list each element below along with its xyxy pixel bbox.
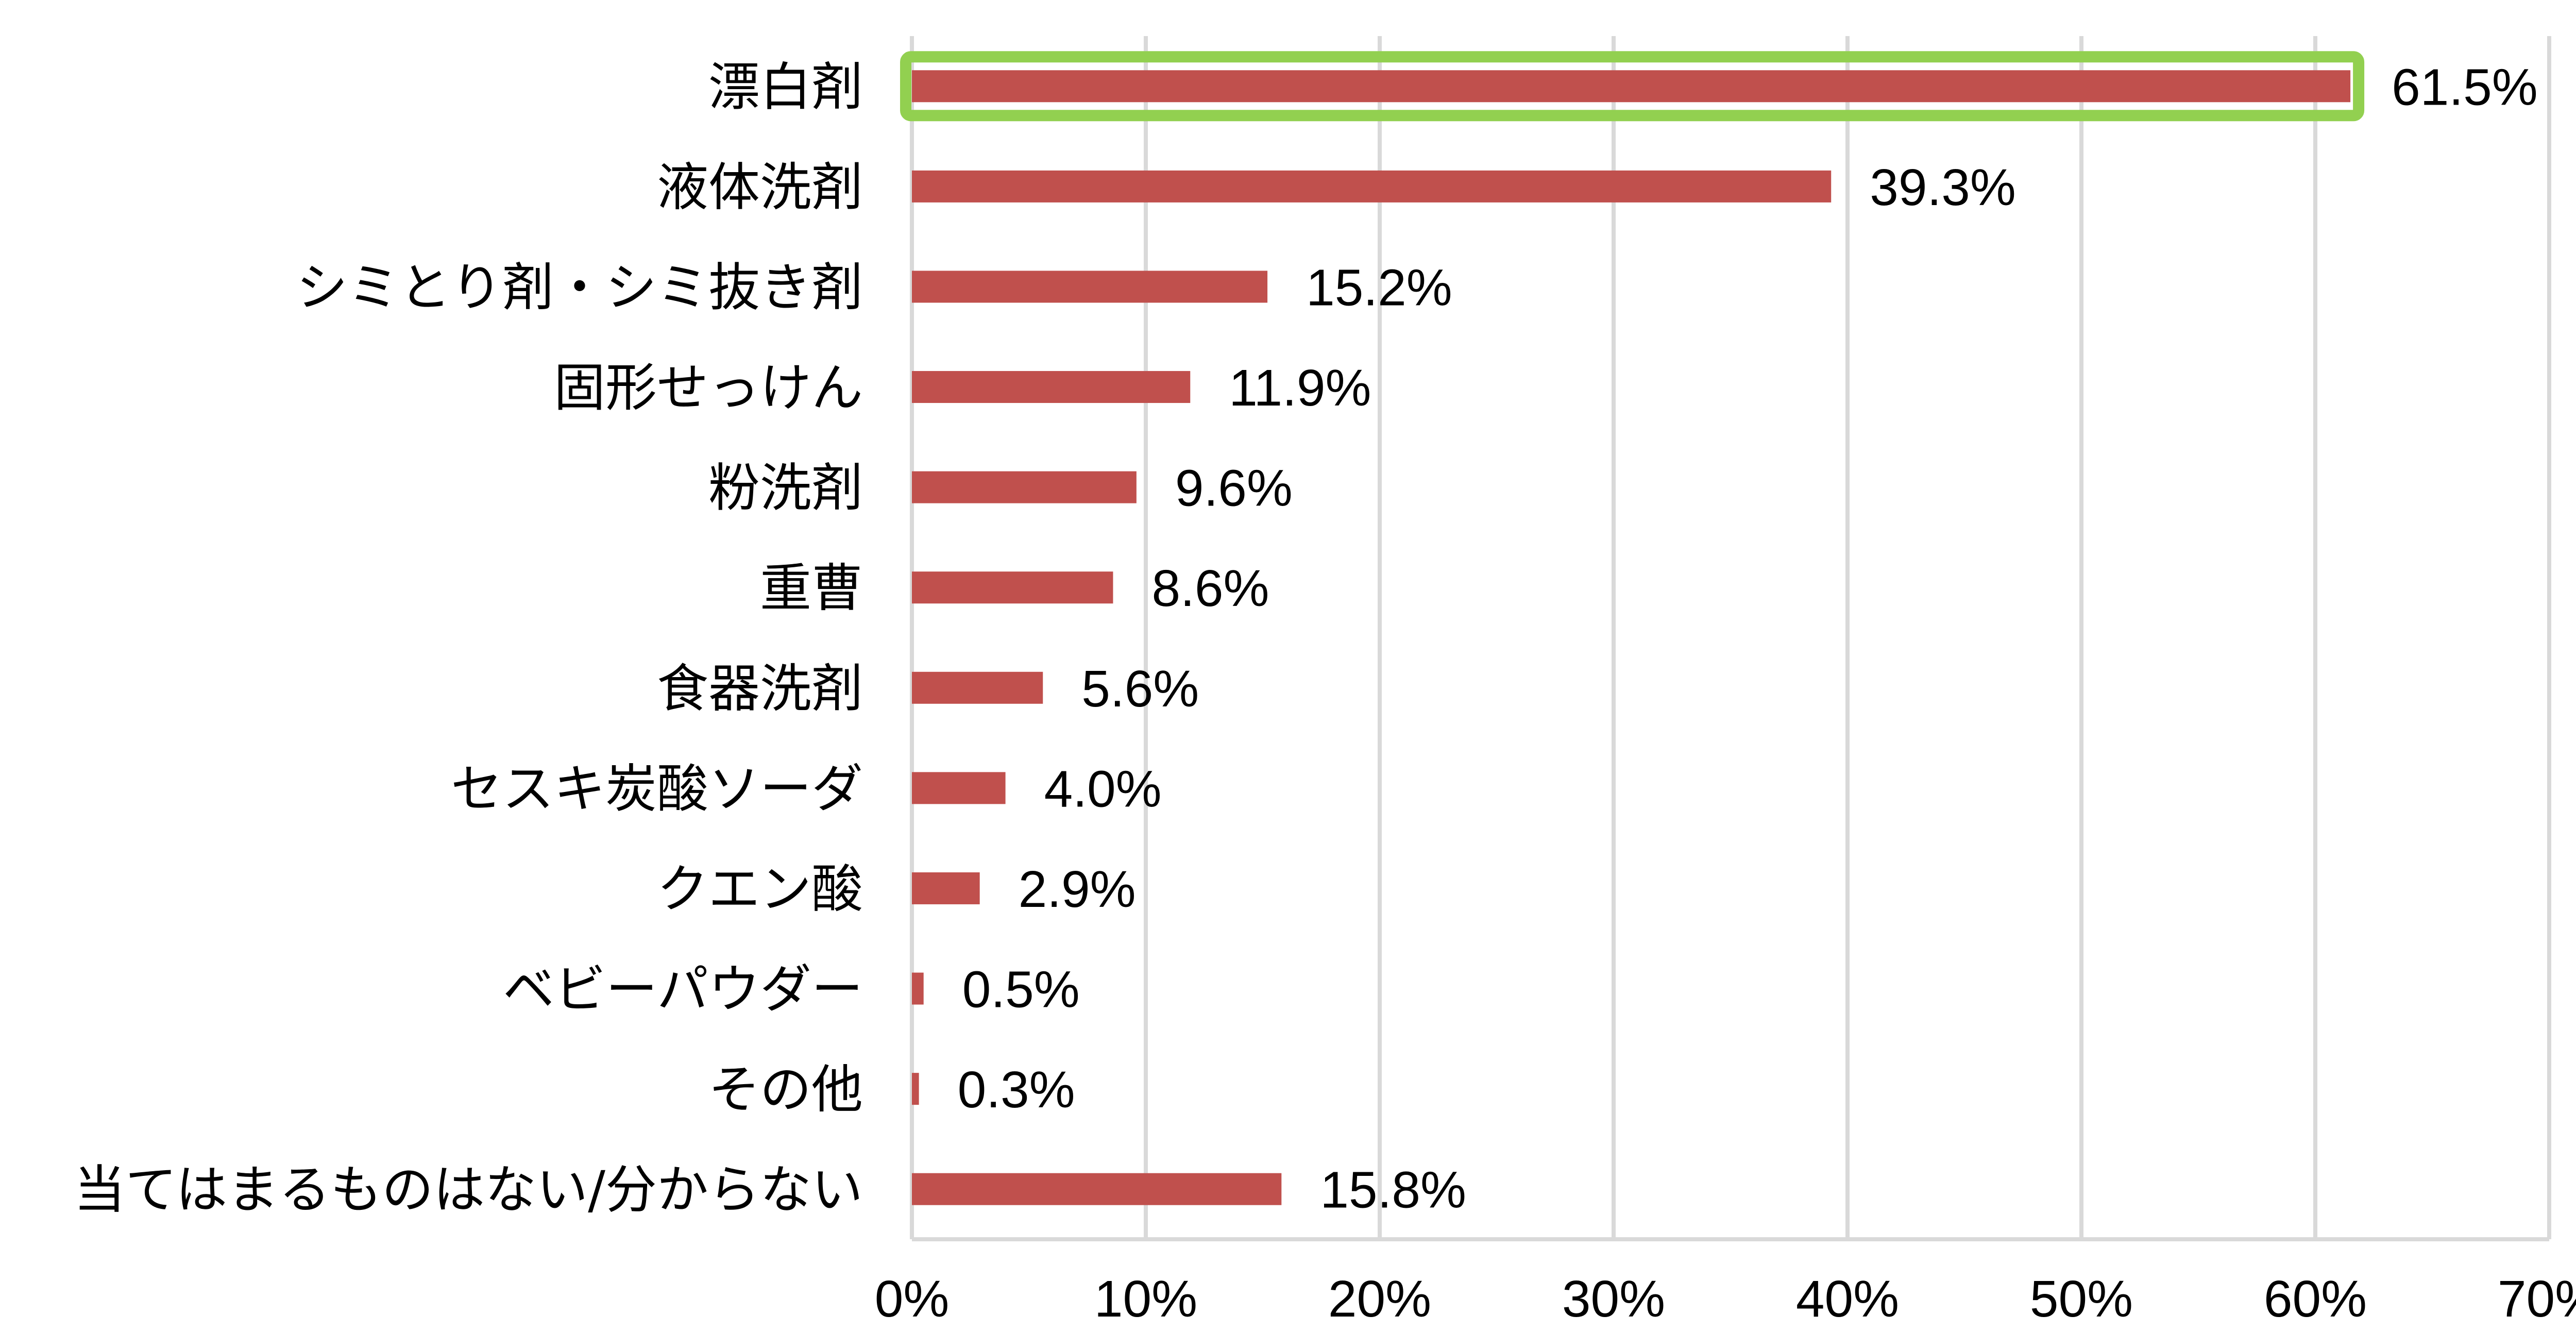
category-label: ベビーパウダー <box>503 959 863 1020</box>
value-label: 15.8% <box>1320 1161 1466 1219</box>
category-label: セスキ炭酸ソーダ <box>451 758 863 819</box>
bar <box>912 70 2351 103</box>
value-label: 5.6% <box>1081 660 1199 718</box>
category-label: 固形せっけん <box>554 358 863 418</box>
category-label: 食器洗剤 <box>657 659 863 719</box>
value-label: 9.6% <box>1175 460 1293 517</box>
gridlines <box>910 36 2551 1241</box>
bar <box>912 471 1137 503</box>
bars <box>900 51 2365 1205</box>
category-labels: 漂白剤液体洗剤シミとり剤・シミ抜き剤固形せっけん粉洗剤重曹食器洗剤セスキ炭酸ソー… <box>74 57 863 1220</box>
value-label: 0.3% <box>958 1061 1075 1119</box>
value-label: 61.5% <box>2392 58 2538 116</box>
category-label: 粉洗剤 <box>708 458 863 518</box>
bar <box>912 972 924 1005</box>
highlight-outline <box>900 51 2365 122</box>
category-label: 重曹 <box>760 558 863 618</box>
bar <box>912 271 1268 303</box>
x-tick-label: 20% <box>1328 1270 1431 1328</box>
bar <box>912 671 1043 704</box>
x-axis-tick-labels: 0% 10% 20% 30% 40% 50% 60% 70% <box>875 1270 2576 1328</box>
x-tick-label: 60% <box>2264 1270 2367 1328</box>
value-label: 2.9% <box>1019 861 1136 918</box>
x-tick-label: 30% <box>1562 1270 1665 1328</box>
category-label: シミとり剤・シミ抜き剤 <box>296 257 863 317</box>
x-tick-label: 0% <box>875 1270 950 1328</box>
value-label: 39.3% <box>1870 159 2016 216</box>
bar <box>912 872 980 904</box>
bar <box>912 371 1191 403</box>
value-label: 4.0% <box>1044 760 1162 818</box>
category-label: 漂白剤 <box>708 57 863 117</box>
x-tick-label: 50% <box>2030 1270 2133 1328</box>
value-label: 0.5% <box>962 961 1080 1019</box>
category-label: クエン酸 <box>657 859 863 919</box>
bar <box>912 571 1113 604</box>
value-label: 15.2% <box>1306 259 1452 316</box>
value-label: 8.6% <box>1151 560 1269 617</box>
bar <box>912 1073 919 1105</box>
x-tick-label: 10% <box>1094 1270 1197 1328</box>
x-tick-label: 40% <box>1796 1270 1899 1328</box>
bar <box>912 772 1006 804</box>
value-label: 11.9% <box>1229 359 1371 417</box>
category-label: 当てはまるものはない/分からない <box>74 1160 863 1220</box>
value-labels: 61.5% 39.3% 15.2% 11.9% 9.6% 8.6% 5.6% 4.0% 2.9%… <box>958 58 2538 1219</box>
category-label: その他 <box>708 1059 863 1120</box>
bar <box>912 1173 1282 1205</box>
category-label: 液体洗剤 <box>657 157 863 217</box>
x-tick-label: 70% <box>2498 1270 2576 1328</box>
bar <box>912 170 1832 203</box>
